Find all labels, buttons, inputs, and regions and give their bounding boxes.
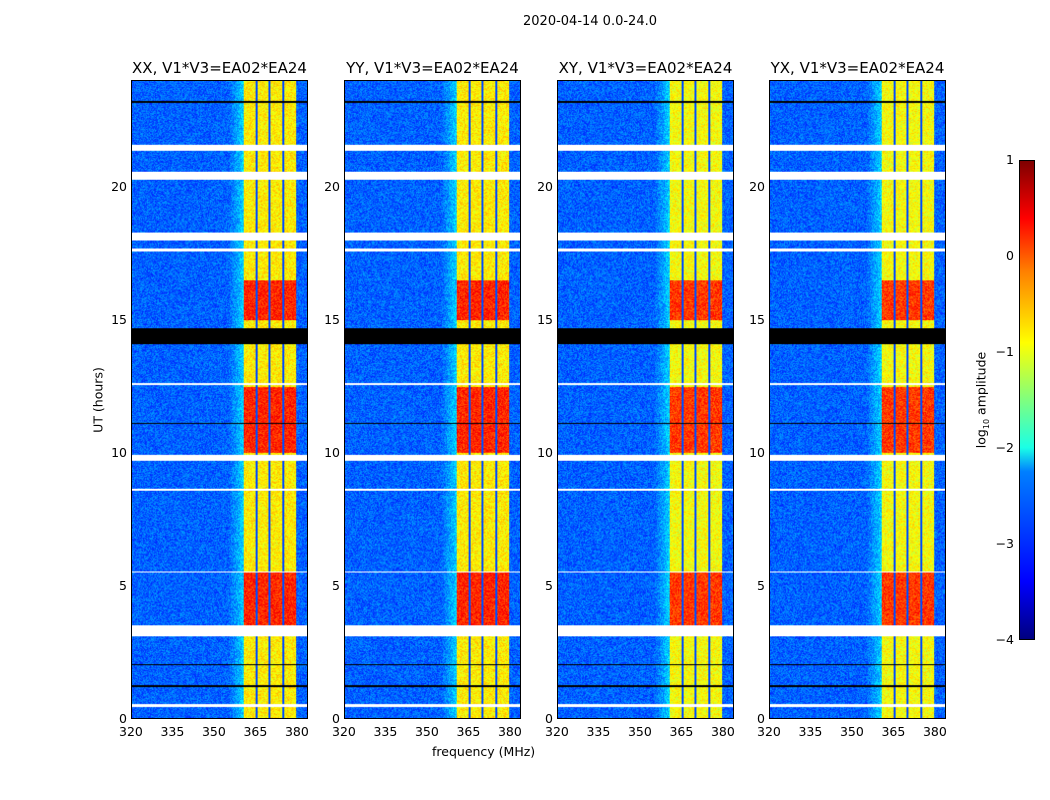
heatmap-panel — [557, 80, 734, 719]
y-tick-label: 0 — [332, 711, 340, 726]
y-tick-label: 10 — [537, 444, 553, 460]
colorbar-label: log10 amplitude — [973, 352, 991, 448]
x-tick-label: 320 — [545, 724, 569, 739]
x-tick-label: 350 — [627, 724, 652, 739]
y-tick-label: 20 — [749, 178, 765, 194]
y-tick-label: 5 — [545, 577, 553, 593]
x-tick-label: 320 — [332, 724, 356, 739]
heatmap-canvas — [770, 81, 945, 718]
x-tick-label: 365 — [456, 724, 481, 739]
colorbar-tick-label: −4 — [995, 632, 1014, 647]
x-tick-label: 365 — [881, 724, 906, 739]
y-tick-label: 0 — [119, 711, 127, 726]
heatmap-canvas — [345, 81, 520, 718]
x-tick-label: 365 — [669, 724, 694, 739]
x-axis-label: frequency (MHz) — [432, 744, 536, 759]
x-tick-label: 350 — [201, 724, 226, 739]
x-tick-label: 320 — [757, 724, 781, 739]
x-tick-label: 350 — [414, 724, 439, 739]
x-tick-label: 320 — [119, 724, 143, 739]
y-tick-label: 10 — [111, 444, 127, 460]
y-tick-label: 20 — [537, 178, 553, 194]
heatmap-canvas — [558, 81, 733, 718]
y-tick-label: 5 — [757, 577, 765, 593]
y-tick-label: 5 — [332, 577, 340, 593]
colorbar-tick-label: 1 — [1006, 152, 1014, 167]
y-tick-label: 10 — [749, 444, 765, 460]
colorbar-tick-label: −3 — [995, 536, 1014, 551]
colorbar-tick-label: −1 — [995, 344, 1014, 359]
heatmap-canvas — [132, 81, 307, 718]
heatmap-panel — [131, 80, 308, 719]
y-tick-label: 20 — [324, 178, 340, 194]
x-tick-label: 350 — [839, 724, 864, 739]
figure-title: 2020-04-14 0.0-24.0 — [523, 14, 657, 29]
heatmap-panel — [769, 80, 946, 719]
y-tick-label: 15 — [111, 311, 127, 327]
colorbar — [1019, 160, 1035, 640]
y-tick-label: 5 — [119, 577, 127, 593]
panel-title: XX, V1*V3=EA02*EA24 — [132, 59, 307, 77]
panel-title: YY, V1*V3=EA02*EA24 — [346, 59, 519, 77]
y-tick-label: 0 — [545, 711, 553, 726]
y-tick-label: 0 — [757, 711, 765, 726]
colorbar-tick-label: −2 — [995, 440, 1014, 455]
x-tick-label: 335 — [798, 724, 823, 739]
x-tick-label: 380 — [710, 724, 735, 739]
y-axis-label: UT (hours) — [90, 367, 106, 433]
panel-title: YX, V1*V3=EA02*EA24 — [770, 59, 945, 77]
x-tick-label: 380 — [497, 724, 522, 739]
heatmap-panel — [344, 80, 521, 719]
x-tick-label: 335 — [160, 724, 185, 739]
y-tick-label: 15 — [537, 311, 553, 327]
x-tick-label: 335 — [586, 724, 611, 739]
panel-title: XY, V1*V3=EA02*EA24 — [558, 59, 733, 77]
x-tick-label: 380 — [922, 724, 947, 739]
colorbar-label-rest: amplitude — [973, 351, 989, 419]
colorbar-tick-label: 0 — [1006, 248, 1014, 263]
x-tick-label: 380 — [284, 724, 309, 739]
y-tick-label: 10 — [324, 444, 340, 460]
y-tick-label: 20 — [111, 178, 127, 194]
x-tick-label: 365 — [243, 724, 268, 739]
colorbar-label-main: log — [973, 429, 989, 449]
x-tick-label: 335 — [373, 724, 398, 739]
colorbar-label-sub: 10 — [981, 418, 991, 430]
y-tick-label: 15 — [749, 311, 765, 327]
y-tick-label: 15 — [324, 311, 340, 327]
